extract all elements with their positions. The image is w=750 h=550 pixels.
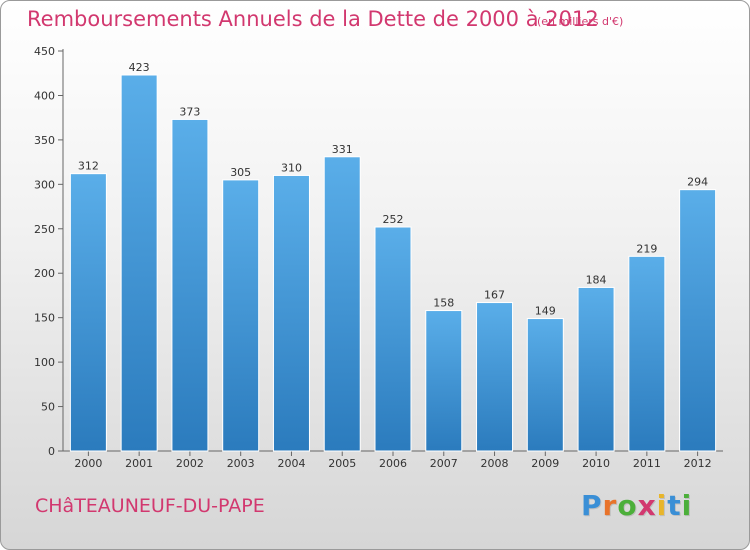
chart-title: Remboursements Annuels de la Dette de 20… <box>27 7 599 31</box>
value-label-2007: 158 <box>433 297 454 310</box>
x-tick-label-2012: 2012 <box>684 457 712 470</box>
value-label-2003: 305 <box>230 166 251 179</box>
y-tick-label: 100 <box>34 356 55 369</box>
bar-2008 <box>476 302 514 452</box>
x-tick-label-2010: 2010 <box>582 457 610 470</box>
commune-name: CHâTEAUNEUF-DU-PAPE <box>35 495 265 517</box>
x-tick-label-2003: 2003 <box>227 457 255 470</box>
x-tick-label-2005: 2005 <box>328 457 356 470</box>
chart-subtitle: (en milliers d'€) <box>537 15 624 28</box>
x-tick-label-2004: 2004 <box>277 457 305 470</box>
value-label-2012: 294 <box>687 176 708 189</box>
logo-letter: x <box>637 489 657 522</box>
value-label-2004: 310 <box>281 161 302 174</box>
bar-2007 <box>425 310 463 452</box>
bar-2003 <box>222 179 260 452</box>
bar-2005 <box>323 156 361 452</box>
y-tick-label: 350 <box>34 134 55 147</box>
logo-letter: i <box>681 489 693 522</box>
bar-2000 <box>69 173 107 452</box>
y-tick-label: 150 <box>34 312 55 325</box>
value-label-2010: 184 <box>586 273 607 286</box>
bar-2001 <box>120 74 158 452</box>
x-tick-label-2001: 2001 <box>125 457 153 470</box>
logo-letter: P <box>581 489 603 522</box>
bar-2004 <box>272 174 310 452</box>
proxiti-logo: Proxiti <box>581 489 692 522</box>
bar-2002 <box>171 118 209 452</box>
value-label-2001: 423 <box>129 61 150 74</box>
x-tick-label-2008: 2008 <box>481 457 509 470</box>
logo-letter: r <box>602 489 618 522</box>
bar-2010 <box>577 286 615 452</box>
value-label-2006: 252 <box>383 213 404 226</box>
x-tick-label-2006: 2006 <box>379 457 407 470</box>
y-tick-label: 450 <box>34 45 55 58</box>
value-label-2009: 149 <box>535 305 556 318</box>
y-tick-label: 400 <box>34 89 55 102</box>
value-label-2000: 312 <box>78 160 99 173</box>
value-label-2008: 167 <box>484 289 505 302</box>
x-tick-label-2002: 2002 <box>176 457 204 470</box>
value-label-2002: 373 <box>179 105 200 118</box>
y-tick-label: 300 <box>34 178 55 191</box>
y-tick-label: 250 <box>34 223 55 236</box>
logo-letter: t <box>667 489 682 522</box>
bar-2006 <box>374 226 412 452</box>
x-tick-label-2009: 2009 <box>531 457 559 470</box>
x-tick-label-2007: 2007 <box>430 457 458 470</box>
value-label-2005: 331 <box>332 143 353 156</box>
bar-2011 <box>628 255 666 452</box>
y-tick-label: 0 <box>48 445 55 458</box>
bar-2009 <box>526 318 564 452</box>
y-tick-label: 200 <box>34 267 55 280</box>
x-tick-label-2011: 2011 <box>633 457 661 470</box>
y-tick-label: 50 <box>41 401 55 414</box>
value-label-2011: 219 <box>636 242 657 255</box>
logo-letter: o <box>617 489 638 522</box>
x-tick-label-2000: 2000 <box>74 457 102 470</box>
logo-letter: i <box>656 489 668 522</box>
bar-2012 <box>679 189 717 452</box>
